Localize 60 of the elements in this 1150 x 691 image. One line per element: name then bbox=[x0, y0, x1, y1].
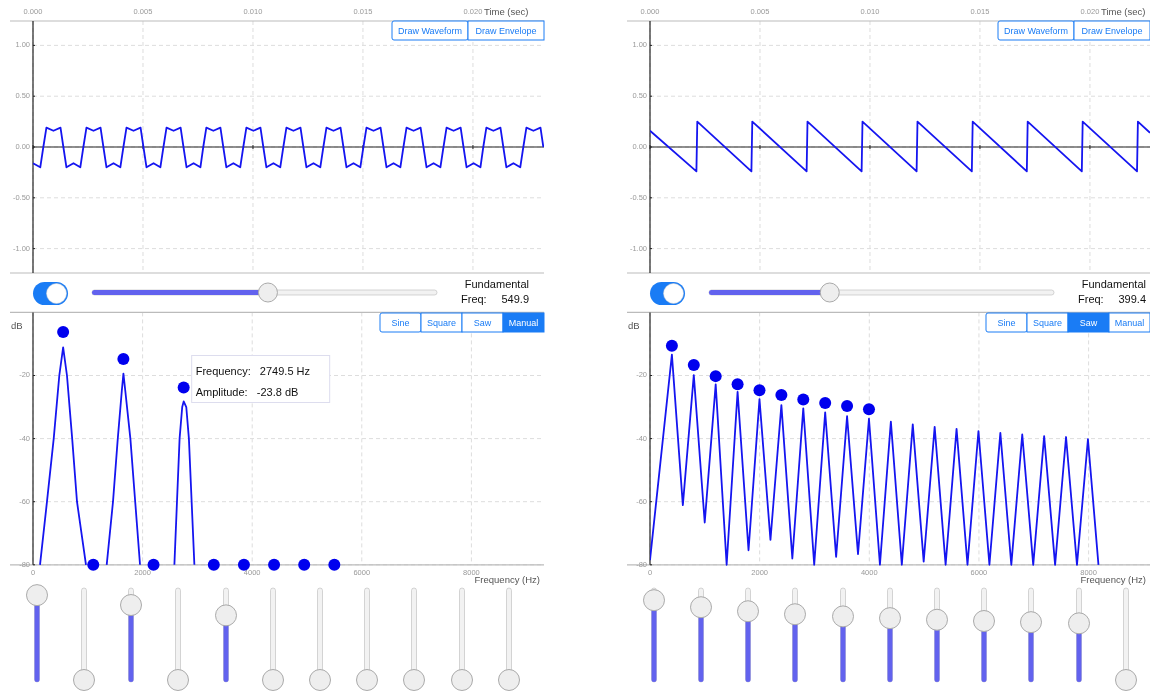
point bbox=[57, 325, 70, 338]
button: Draw Envelope bbox=[467, 20, 545, 41]
annotation: Draw Waveform bbox=[1003, 25, 1069, 36]
y-axis-title: dB bbox=[628, 320, 640, 332]
annotation: Amplitude: -23.8 dB bbox=[195, 386, 299, 399]
point bbox=[841, 400, 854, 413]
text: 549.9 bbox=[501, 293, 529, 305]
point bbox=[147, 558, 160, 571]
annotation: Sine bbox=[997, 317, 1016, 328]
button: Sine bbox=[985, 312, 1028, 333]
text: Fundamental bbox=[464, 278, 529, 290]
point bbox=[819, 396, 832, 409]
annotation: Draw Envelope bbox=[1081, 25, 1143, 36]
line-series bbox=[650, 120, 1150, 173]
line-series bbox=[650, 353, 1100, 566]
point bbox=[862, 403, 875, 416]
y-axis-title: dB bbox=[11, 320, 23, 332]
text: 399.4 bbox=[1118, 293, 1146, 305]
point bbox=[268, 558, 281, 571]
button: Manual bbox=[1108, 312, 1150, 333]
annotation: Draw Waveform bbox=[397, 25, 463, 36]
annotation: Saw bbox=[473, 317, 492, 328]
point bbox=[665, 339, 678, 352]
point bbox=[87, 558, 100, 571]
point bbox=[237, 558, 250, 571]
point bbox=[797, 393, 810, 406]
point bbox=[753, 384, 766, 397]
button: Manual bbox=[502, 312, 545, 333]
text: Fundamental bbox=[1081, 278, 1146, 290]
point bbox=[687, 359, 700, 372]
button: Square bbox=[1026, 312, 1069, 333]
annotation: Manual bbox=[508, 317, 539, 328]
text: Freq: bbox=[461, 293, 487, 305]
annotation: Frequency: 2749.5 Hz bbox=[195, 365, 311, 378]
point bbox=[117, 353, 130, 366]
button: Saw bbox=[461, 312, 504, 333]
annotation: Square bbox=[1032, 317, 1063, 328]
tooltip: Frequency: 2749.5 Hz Amplitude: -23.8 dB bbox=[191, 355, 331, 403]
point bbox=[328, 558, 341, 571]
annotation: Square bbox=[426, 317, 457, 328]
button: Draw Waveform bbox=[391, 20, 469, 41]
point bbox=[298, 558, 311, 571]
button: Draw Waveform bbox=[997, 20, 1075, 41]
annotation: Saw bbox=[1079, 317, 1098, 328]
annotation: Draw Envelope bbox=[475, 25, 537, 36]
annotation: Sine bbox=[391, 317, 410, 328]
button: Saw bbox=[1067, 312, 1110, 333]
text: Freq: bbox=[1078, 293, 1104, 305]
point bbox=[775, 389, 788, 402]
button: Square bbox=[420, 312, 463, 333]
button: Draw Envelope bbox=[1073, 20, 1150, 41]
point bbox=[709, 370, 722, 383]
point bbox=[731, 378, 744, 391]
x-axis-title: Time (sec) bbox=[1100, 6, 1146, 17]
x-axis-title: Time (sec) bbox=[483, 6, 529, 17]
annotation: Manual bbox=[1114, 317, 1145, 328]
point bbox=[207, 558, 220, 571]
button: Sine bbox=[379, 312, 422, 333]
point bbox=[177, 381, 190, 394]
line-series bbox=[33, 126, 544, 169]
